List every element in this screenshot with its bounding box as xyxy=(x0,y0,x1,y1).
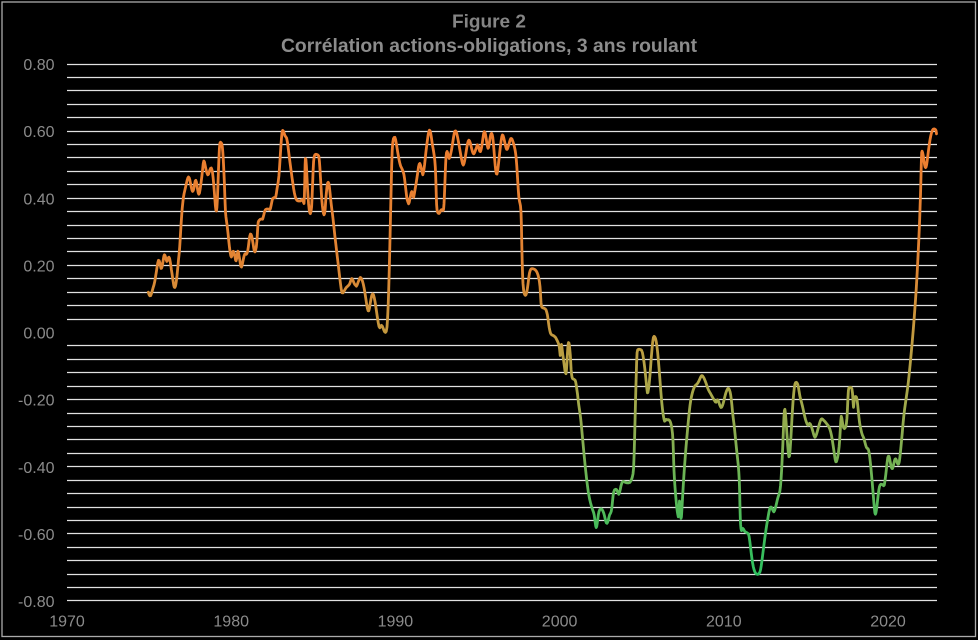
svg-text:0.20: 0.20 xyxy=(23,258,54,275)
svg-text:0.40: 0.40 xyxy=(23,191,54,208)
svg-text:1980: 1980 xyxy=(213,614,249,631)
svg-text:2000: 2000 xyxy=(542,614,578,631)
svg-text:Corrélation actions-obligation: Corrélation actions-obligations, 3 ans r… xyxy=(281,36,698,57)
svg-text:2010: 2010 xyxy=(706,614,742,631)
svg-text:0.60: 0.60 xyxy=(23,124,54,141)
svg-text:1970: 1970 xyxy=(49,614,85,631)
svg-text:1990: 1990 xyxy=(378,614,414,631)
svg-text:2020: 2020 xyxy=(870,614,906,631)
svg-text:0.00: 0.00 xyxy=(23,326,54,343)
svg-text:-0.60: -0.60 xyxy=(18,527,55,544)
svg-text:-0.80: -0.80 xyxy=(18,594,55,611)
svg-text:-0.20: -0.20 xyxy=(18,393,55,410)
svg-text:-0.40: -0.40 xyxy=(18,460,55,477)
svg-text:0.80: 0.80 xyxy=(23,57,54,74)
svg-text:Figure 2: Figure 2 xyxy=(452,12,526,32)
